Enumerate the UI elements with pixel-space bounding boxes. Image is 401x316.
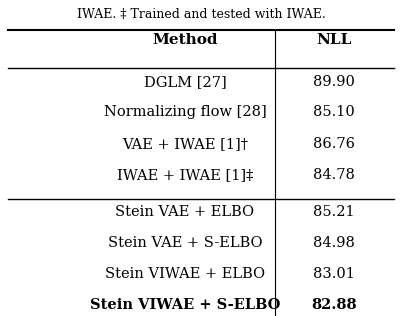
Text: IWAE + IWAE [1]‡: IWAE + IWAE [1]‡ (116, 168, 253, 182)
Text: 82.88: 82.88 (310, 298, 356, 313)
Text: 89.90: 89.90 (312, 76, 354, 89)
Text: 84.98: 84.98 (312, 236, 354, 250)
Text: DGLM [27]: DGLM [27] (143, 76, 226, 89)
Text: Method: Method (152, 33, 217, 47)
Text: 86.76: 86.76 (312, 137, 354, 151)
Text: Stein VIWAE + S-ELBO: Stein VIWAE + S-ELBO (89, 298, 279, 313)
Text: 84.78: 84.78 (312, 168, 354, 182)
Text: NLL: NLL (315, 33, 350, 47)
Text: Stein VAE + ELBO: Stein VAE + ELBO (115, 205, 254, 219)
Text: Normalizing flow [28]: Normalizing flow [28] (103, 105, 265, 119)
Text: 83.01: 83.01 (312, 267, 354, 281)
Text: Stein VAE + S-ELBO: Stein VAE + S-ELBO (107, 236, 261, 250)
Text: 85.10: 85.10 (312, 105, 354, 119)
Text: Stein VIWAE + ELBO: Stein VIWAE + ELBO (105, 267, 264, 281)
Text: IWAE. ‡ Trained and tested with IWAE.: IWAE. ‡ Trained and tested with IWAE. (77, 8, 324, 21)
Text: VAE + IWAE [1]†: VAE + IWAE [1]† (122, 137, 247, 151)
Text: 85.21: 85.21 (312, 205, 354, 219)
